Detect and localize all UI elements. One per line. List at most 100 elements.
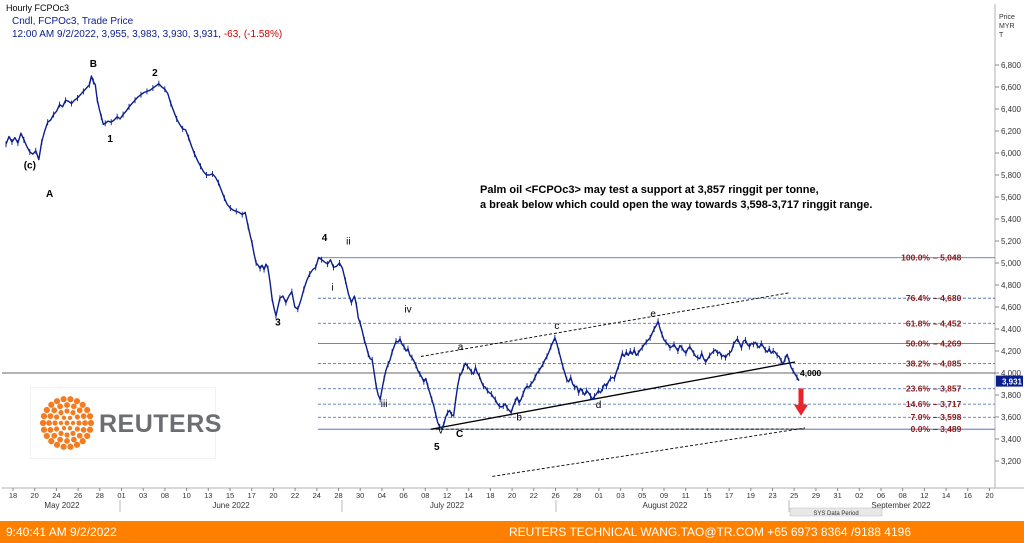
logo-dot — [64, 420, 70, 426]
logo-dot — [51, 432, 58, 439]
logo-dot — [67, 443, 74, 450]
chart-title: Hourly FCPOc3 — [6, 3, 70, 13]
logo-dot — [80, 426, 87, 433]
wave-label: 3 — [275, 318, 281, 329]
logo-dot — [54, 426, 60, 432]
fib-level-value: – 3,857 — [933, 384, 962, 394]
data-period-box — [789, 507, 883, 517]
x-tick-label: 12 — [920, 491, 928, 500]
logo-dot — [52, 420, 58, 426]
wave-label: iii — [381, 399, 388, 410]
logo-dot — [73, 398, 81, 405]
logo-dot — [74, 426, 80, 432]
logo-dot — [47, 426, 54, 433]
x-tick-label: 20 — [985, 491, 993, 500]
last-price-label: 3,931 — [1002, 378, 1023, 387]
wave-label: a — [458, 342, 464, 353]
logo-dot — [70, 410, 76, 416]
footer-bar: 9:40:41 AM 9/2/2022 REUTERS TECHNICAL WA… — [0, 521, 1024, 543]
logo-dot — [64, 402, 70, 408]
logo-dot — [64, 438, 70, 444]
logo-dot — [76, 420, 82, 426]
x-tick-label: 19 — [747, 491, 755, 500]
note-line-1: Palm oil <FCPOc3> may test a support at … — [480, 184, 819, 196]
logo-dot — [84, 406, 91, 414]
wave-label: b — [516, 412, 522, 423]
x-tick-label: 17 — [248, 491, 256, 500]
fib-level-value: – 5,048 — [933, 253, 962, 263]
fib-level-ratio: 50.0% — [906, 338, 931, 348]
fib-level-ratio: 23.6% — [906, 384, 931, 394]
logo-dot — [82, 420, 88, 426]
x-tick-label: 18 — [9, 491, 17, 500]
logo-dot — [67, 415, 73, 421]
wave-label: 4 — [322, 233, 328, 244]
x-tick-label: 31 — [833, 491, 841, 500]
x-month-label: June 2022 — [212, 501, 250, 510]
fib-level-value: – 3,717 — [933, 399, 962, 409]
logo-dot — [61, 415, 67, 421]
y-tick-label: 3,200 — [1001, 457, 1022, 466]
fib-level-value: – 4,085 — [933, 359, 962, 369]
x-tick-label: 14 — [465, 491, 473, 500]
ohlc-values: 12:00 AM 9/2/2022, 3,955, 3,983, 3,930, … — [12, 29, 222, 40]
x-tick-label: 15 — [703, 491, 711, 500]
x-axis: 18 20 24 26 28 01 03 08 10 13 15 17 20 22 24 28 30 04 06 08… — [9, 488, 994, 517]
logo-dot — [67, 396, 74, 403]
logo-wordmark: REUTERS — [99, 410, 222, 438]
x-tick-label: 25 — [790, 491, 798, 500]
logo-dot — [54, 414, 60, 420]
y-tick-label: 6,200 — [1001, 127, 1022, 136]
y-tick-label: 4,800 — [1001, 281, 1022, 290]
logo-dot — [57, 436, 64, 443]
logo-dot — [60, 443, 67, 450]
wave-label: ii — [346, 236, 350, 247]
x-tick-label: 28 — [96, 491, 104, 500]
axis-title-price: Price — [999, 14, 1015, 21]
x-tick-label: 13 — [204, 491, 212, 500]
wave-label: B — [90, 59, 97, 70]
y-tick-label: 5,200 — [1001, 237, 1022, 246]
wave-label: iv — [404, 305, 411, 316]
y-tick-label: 3,400 — [1001, 435, 1022, 444]
x-tick-label: 09 — [660, 491, 668, 500]
x-tick-label: 24 — [313, 491, 321, 500]
logo-dot — [87, 419, 95, 427]
fib-level-ratio: 38.2% — [906, 359, 931, 369]
y-tick-label: 3,800 — [1001, 391, 1022, 400]
wave-label: C — [456, 429, 463, 440]
wave-label: 5 — [434, 442, 440, 453]
price-change: -63, (-1.58%) — [223, 29, 283, 40]
x-tick-label: 08 — [421, 491, 429, 500]
logo-dot — [40, 426, 48, 433]
y-axis-title: Price MYR T — [999, 13, 1015, 40]
logo-dot — [70, 420, 76, 426]
x-tick-label: 20 — [269, 491, 277, 500]
logo-dot — [86, 413, 94, 420]
logo-dot — [57, 403, 64, 410]
logo-dot — [40, 413, 48, 420]
y-tick-label: 3,600 — [1001, 413, 1022, 422]
x-tick-label: 05 — [638, 491, 646, 500]
arrow-head — [793, 404, 808, 416]
wave-label: v — [438, 426, 443, 437]
logo-dot — [76, 432, 83, 439]
y-tick-label: 4,000 — [1001, 369, 1022, 378]
logo-dot — [46, 420, 52, 426]
wave-label: e — [650, 309, 656, 320]
logo-dot — [43, 432, 50, 440]
last-price-box — [996, 375, 1023, 387]
logo-dot — [48, 401, 55, 408]
y-tick-label: 4,600 — [1001, 303, 1022, 312]
logo-dot — [58, 430, 64, 436]
x-tick-label: 06 — [399, 491, 407, 500]
logo-dot — [61, 425, 67, 431]
x-tick-label: 23 — [768, 491, 776, 500]
logo-dot — [64, 432, 70, 438]
x-tick-label: 28 — [334, 491, 342, 500]
x-tick-label: 26 — [74, 491, 82, 500]
logo-dot — [48, 438, 55, 445]
logo-dot — [47, 413, 54, 420]
logo-dot — [51, 407, 58, 414]
logo-dot — [58, 410, 64, 416]
